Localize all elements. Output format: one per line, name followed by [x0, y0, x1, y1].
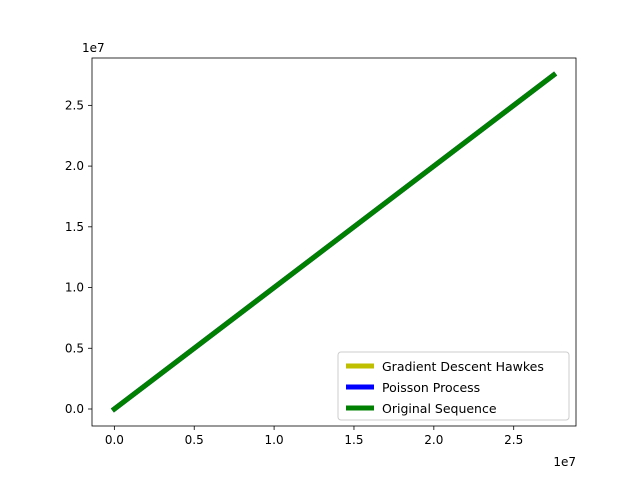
y-tick-label: 1.5: [65, 220, 84, 234]
legend-label: Original Sequence: [382, 401, 497, 416]
legend-box: [337, 351, 570, 421]
y-tick-label: 0.0: [65, 402, 84, 416]
y-axis-offset-label: 1e7: [82, 41, 105, 55]
x-tick-label: 0.0: [105, 433, 124, 447]
y-tick-label: 2.5: [65, 98, 84, 112]
x-tick-label: 0.5: [185, 433, 204, 447]
x-tick-label: 2.5: [504, 433, 523, 447]
axes-frame: [91, 57, 577, 427]
legend: Gradient Descent Hawkes Poisson Process Or…: [337, 351, 570, 421]
y-tick-label: 1.0: [65, 281, 84, 295]
x-axis: 0.0 0.5 1.0 1.5 2.0 2.5: [105, 426, 523, 447]
y-tick-label: 2.0: [65, 159, 84, 173]
plot-lines: [110, 71, 558, 413]
x-tick-label: 2.0: [424, 433, 443, 447]
x-tick-label: 1.5: [344, 433, 363, 447]
series-line-2: [110, 71, 558, 413]
legend-label: Poisson Process: [382, 380, 480, 395]
legend-label: Gradient Descent Hawkes: [382, 359, 544, 374]
y-tick-label: 0.5: [65, 341, 84, 355]
y-axis: 0.0 0.5 1.0 1.5 2.0 2.5: [65, 98, 92, 416]
x-tick-label: 1.0: [265, 433, 284, 447]
x-axis-offset-label: 1e7: [553, 455, 576, 469]
